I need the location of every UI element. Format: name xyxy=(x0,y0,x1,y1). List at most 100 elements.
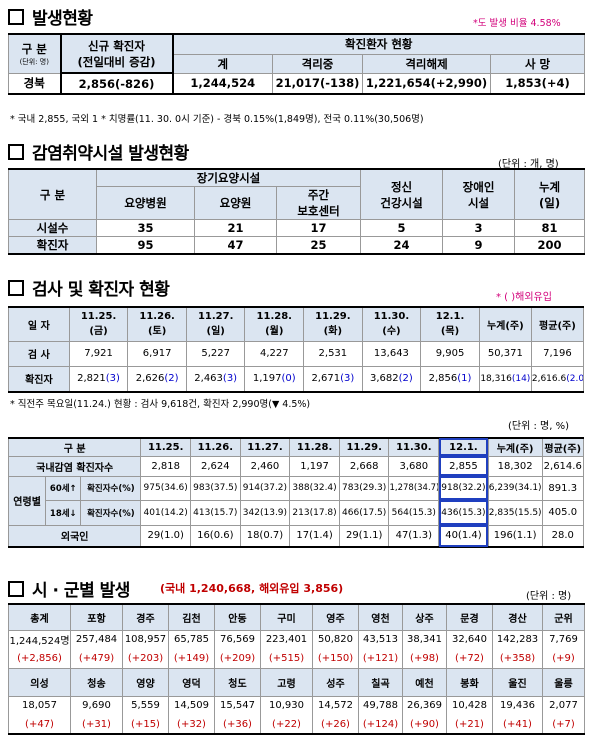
region-value: 223,401 xyxy=(260,629,313,649)
col-death: 사 망 xyxy=(489,53,586,74)
overseas-note: * ( )해외유입 xyxy=(496,292,552,303)
table-row: 확진자 95 47 25 24 9 200 xyxy=(8,236,586,255)
region-value: 43,513 xyxy=(358,629,403,649)
region-header: 김천 xyxy=(168,603,215,631)
region-value: 32,640 xyxy=(446,629,493,649)
col-released: 격리해제 xyxy=(362,53,491,74)
col-date: 일 자 xyxy=(8,306,70,342)
region-diff: (+149) xyxy=(168,649,215,669)
outbreak-table: 구 분 (단위: 명) 신규 확진자 (전일대비 증감) 확진환자 현황 계 격리중… xyxy=(8,33,586,95)
region-header: 청도 xyxy=(214,667,261,697)
region-diff: (+72) xyxy=(446,649,493,669)
region-diff: (+358) xyxy=(492,649,543,669)
region-diff: (+15) xyxy=(122,715,169,735)
col-date-1130: 11.30. (수) xyxy=(361,306,422,342)
region-header: 고령 xyxy=(260,667,313,697)
facilities-table: 구 분 장기요양시설 정신 건강시설 장애인 시설 누계 (일) 요양병원 요양원 주… xyxy=(8,168,586,255)
row-label-gyeongbuk: 경북 xyxy=(8,72,61,95)
region-diff: (+203) xyxy=(122,649,169,669)
table-row-domestic: 국내감염 확진자수 2,818 2,624 2,460 1,197 2,668 … xyxy=(7,455,584,477)
region-header: 예천 xyxy=(402,667,447,697)
region-value: 2,077 xyxy=(542,695,585,715)
region-header: 울릉 xyxy=(542,667,585,697)
new-cases-value: 2,856(-826) xyxy=(59,72,174,95)
region-value: 76,569 xyxy=(214,629,261,649)
region-value: 50,820 xyxy=(312,629,359,649)
region-value: 19,436 xyxy=(492,695,543,715)
region-value: 9,690 xyxy=(70,695,123,715)
region-diff: (+22) xyxy=(260,715,313,735)
region-header: 경주 xyxy=(122,603,169,631)
region-diff: (+26) xyxy=(312,715,359,735)
region-value: 257,484 xyxy=(70,629,123,649)
city-county-summary: (국내 1,240,668, 해외유입 3,856) xyxy=(160,582,344,595)
table-row-over60: 연령별 60세↑ 확진자수(%) 975(34.6) 983(37.5) 914… xyxy=(7,475,584,526)
region-diff: (+90) xyxy=(402,715,447,735)
region-header: 상주 xyxy=(402,603,447,631)
region-diff: (+47) xyxy=(8,715,71,735)
age-table-unit: (단위 : 명, %) xyxy=(508,421,569,432)
col-longterm-care: 장기요양시설 xyxy=(95,168,362,187)
city-county-table: 총계 포항 경주 김천 안동 구미 영주 영천 상주 문경 경산 군위 1,244,524명 257,4… xyxy=(8,603,585,735)
region-header: 성주 xyxy=(312,667,359,697)
col-new-cases: 신규 확진자 (전일대비 증감) xyxy=(59,33,174,74)
region-diff: (+209) xyxy=(214,649,261,669)
region-diff: (+21) xyxy=(446,715,493,735)
age-table: 구 분 11.25. 11.26. 11.27. 11.28. 11.29. 1… xyxy=(7,437,584,548)
checkbox-square-icon xyxy=(8,9,24,25)
region-value: 26,369 xyxy=(402,695,447,715)
col-nursing-hospital: 요양병원 xyxy=(96,186,195,220)
released-value: 1,221,654(+2,990) xyxy=(362,72,491,95)
col-cumulative: 누계 (일) xyxy=(514,168,586,220)
region-header: 의성 xyxy=(8,667,71,697)
region-header: 군위 xyxy=(542,603,585,631)
col-average-week: 평균(주) xyxy=(530,306,585,342)
region-header: 울진 xyxy=(492,667,543,697)
region-header: 포항 xyxy=(70,603,123,631)
death-value: 1,853(+4) xyxy=(489,72,586,95)
section-title-vulnerable-facilities: 감염취약시설 발생현황 xyxy=(8,139,189,164)
region-diff: (+31) xyxy=(70,715,123,735)
col-day-care: 주간 보호센터 xyxy=(275,186,362,220)
section-title-city-county: 시 · 군별 발생 xyxy=(8,576,130,601)
region-header: 영양 xyxy=(122,667,169,697)
region-header: 총계 xyxy=(8,603,71,631)
region-diff: (+98) xyxy=(402,649,447,669)
region-value: 38,341 xyxy=(402,629,447,649)
tests-table: 일 자 11.25. (금) 11.26. (토) 11.27. (일) 11.28.… xyxy=(8,306,585,393)
region-value: 142,283 xyxy=(492,629,543,649)
region-diff: (+36) xyxy=(214,715,261,735)
region-header: 봉화 xyxy=(446,667,493,697)
col-date-1125: 11.25. (금) xyxy=(68,306,129,342)
region-value: 65,785 xyxy=(168,629,215,649)
outbreak-footnote: * 국내 2,855, 국외 1 * 치명률(11. 30. 0시 기준) - … xyxy=(10,114,424,125)
section-title-outbreak: 발생현황 xyxy=(8,4,93,29)
region-header: 구미 xyxy=(260,603,313,631)
region-header: 경산 xyxy=(492,603,543,631)
tests-footnote: * 직전주 목요일(11.24.) 현황 : 검사 9,618건, 확진자 2,… xyxy=(10,399,311,410)
outbreak-ratio-note: *도 발생 비율 4.58% xyxy=(473,18,561,29)
region-diff: (+2,856) xyxy=(8,649,71,669)
region-header: 문경 xyxy=(446,603,493,631)
checkbox-square-icon xyxy=(8,581,24,597)
table-row: 시설수 35 21 17 5 3 81 xyxy=(8,219,586,237)
section-title-tests-confirmed: 검사 및 확진자 현황 xyxy=(8,275,170,300)
checkbox-square-icon xyxy=(8,144,24,160)
highlight-current-date: 12.1. xyxy=(438,437,489,457)
region-diff: (+9) xyxy=(542,649,585,669)
col-date-1127: 11.27. (일) xyxy=(185,306,246,342)
col-isolation: 격리중 xyxy=(272,53,363,74)
region-diff: (+41) xyxy=(492,715,543,735)
col-date-1201: 12.1. (목) xyxy=(420,306,480,342)
col-date-1128: 11.28. (월) xyxy=(244,306,305,342)
col-cumulative-week: 누계(주) xyxy=(478,306,532,342)
col-date-1126: 11.26. (토) xyxy=(127,306,187,342)
facilities-unit: (단위 : 개, 명) xyxy=(498,159,559,170)
region-value: 7,769 xyxy=(542,629,585,649)
region-diff: (+150) xyxy=(312,649,359,669)
region-diff: (+32) xyxy=(168,715,215,735)
region-header: 청송 xyxy=(70,667,123,697)
region-header: 안동 xyxy=(214,603,261,631)
region-header: 영덕 xyxy=(168,667,215,697)
city-county-unit: (단위 : 명) xyxy=(526,591,572,602)
